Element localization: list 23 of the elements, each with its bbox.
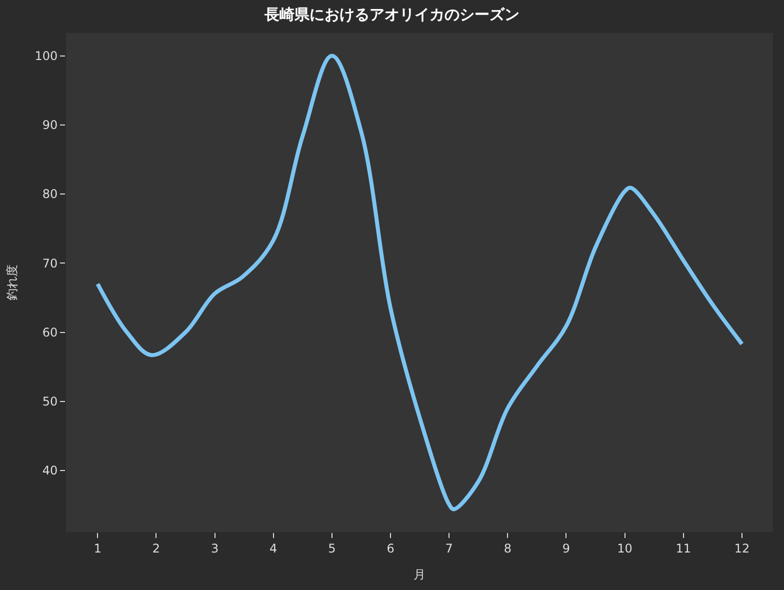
x-tick-label: 2 bbox=[152, 541, 160, 556]
x-tick-label: 11 bbox=[676, 541, 692, 556]
x-axis-title: 月 bbox=[414, 567, 426, 582]
x-tick-label: 7 bbox=[445, 541, 453, 556]
x-tick-label: 9 bbox=[562, 541, 570, 556]
line-series bbox=[96, 54, 744, 512]
y-tick-label: 60 bbox=[42, 325, 58, 340]
x-tick-label: 3 bbox=[210, 541, 219, 556]
x-tick-label: 1 bbox=[94, 541, 102, 556]
x-tick-label: 5 bbox=[328, 541, 336, 556]
y-tick-label: 70 bbox=[42, 256, 58, 270]
x-tick-label: 6 bbox=[386, 541, 394, 556]
x-tick-label: 8 bbox=[504, 541, 512, 556]
y-tick-label: 100 bbox=[34, 49, 58, 64]
y-tick-label: 50 bbox=[42, 394, 58, 409]
y-tick-label: 80 bbox=[42, 187, 58, 202]
y-tick-label: 40 bbox=[42, 464, 58, 478]
x-tick-label: 10 bbox=[617, 541, 632, 556]
chart-title: 長崎県におけるアオリイカのシーズン bbox=[264, 5, 520, 24]
y-axis-title: 釣れ度 bbox=[4, 264, 19, 300]
y-tick-label: 90 bbox=[42, 118, 58, 132]
x-tick-label: 4 bbox=[270, 541, 278, 556]
x-tick-label: 12 bbox=[734, 541, 750, 556]
